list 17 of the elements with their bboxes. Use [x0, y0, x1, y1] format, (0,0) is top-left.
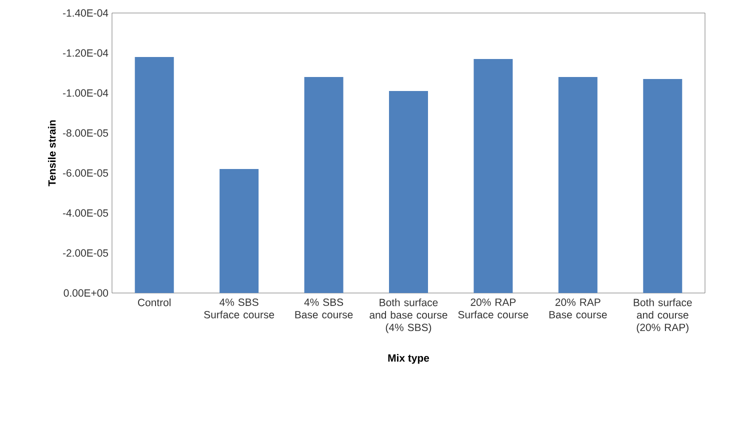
y-tick-label: -4.00E-05 — [63, 209, 108, 217]
y-tick-label: -1.40E-04 — [63, 9, 108, 17]
x-tick-label: 4% SBS Base course — [295, 298, 353, 318]
y-tick-label: -1.20E-04 — [63, 49, 108, 57]
y-tick-label: -2.00E-05 — [63, 249, 108, 257]
y-tick-label: 0.00E+00 — [64, 289, 108, 297]
x-tick-label: Both surface and course (20% RAP) — [634, 298, 692, 334]
x-tick-label: 20% RAP Surface course — [458, 298, 528, 318]
y-tick-label: -1.00E-04 — [63, 89, 108, 97]
x-tick-label: 20% RAP Base course — [549, 298, 607, 318]
y-axis-title: Tensile strain — [48, 120, 56, 186]
x-tick-label: 4% SBS Surface course — [204, 298, 274, 318]
x-axis-title: Mix type — [388, 354, 430, 364]
y-tick-label: -6.00E-05 — [63, 169, 108, 177]
y-tick-label: -8.00E-05 — [63, 129, 108, 137]
x-tick-label: Control — [138, 298, 171, 306]
x-tick-label: Both surface and base course (4% SBS) — [370, 298, 448, 334]
